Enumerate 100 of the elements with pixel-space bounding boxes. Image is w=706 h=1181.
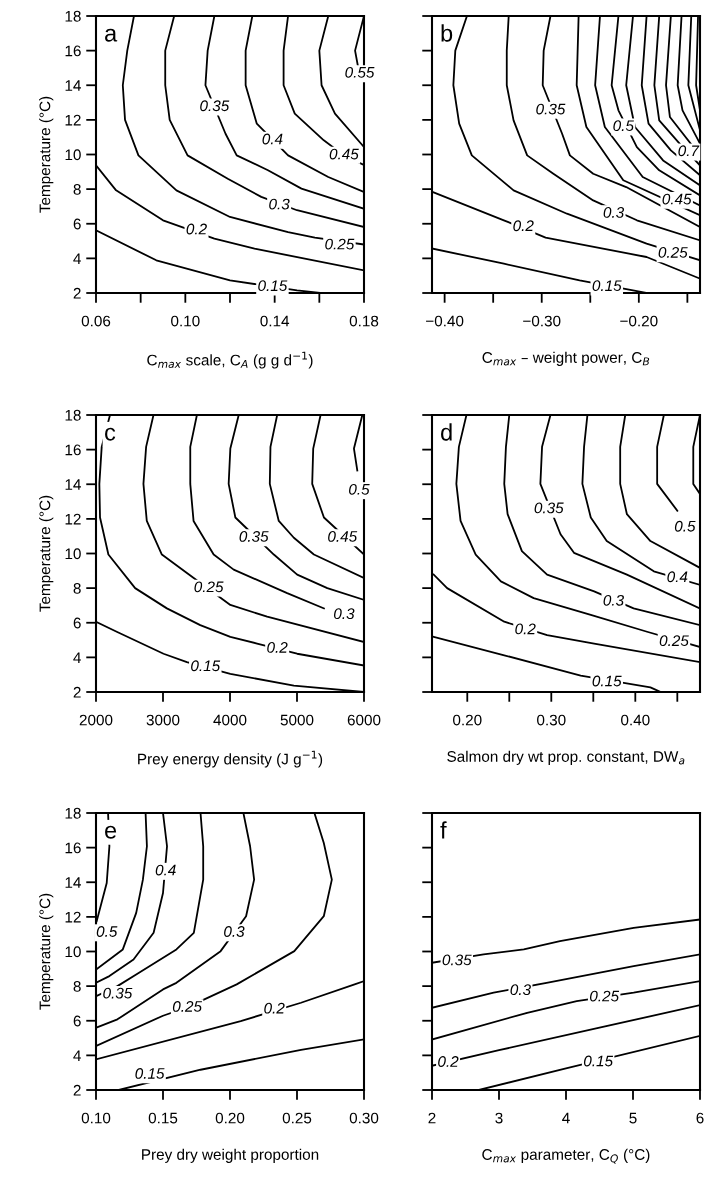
y-tick-label: 14 bbox=[65, 80, 81, 91]
y-tick-label: 12 bbox=[65, 911, 81, 923]
annotation: 0.5 bbox=[96, 926, 118, 937]
annotation: 0.15 bbox=[191, 660, 221, 672]
x-axis-title: C$_{max}$ – weight power, C$_{B}$ bbox=[482, 351, 650, 366]
x-axis-title: Salmon dry wt prop. constant, DW$_{a}$ bbox=[447, 750, 685, 765]
annotation: 0.25 bbox=[589, 990, 620, 1002]
y-tick-label: 12 bbox=[65, 114, 81, 126]
y-tick-label: 16 bbox=[65, 842, 81, 854]
annotation: 0.2 bbox=[264, 1002, 285, 1014]
x-tick-label: 0.30 bbox=[349, 1112, 379, 1124]
annotation: 0.4 bbox=[155, 864, 176, 876]
y-axis-title: Temperature (°C) bbox=[39, 893, 54, 1010]
y-tick-label: 10 bbox=[65, 946, 81, 958]
chart-title: a bbox=[105, 28, 118, 42]
x-tick-label: 0.18 bbox=[349, 315, 379, 327]
x-axis-title: Prey energy density (J g$^{−1}$) bbox=[138, 750, 323, 768]
y-tick-label: 18 bbox=[65, 409, 81, 421]
y-tick-label: 6 bbox=[73, 1015, 81, 1027]
annotation: 0.2 bbox=[438, 1056, 459, 1067]
y-tick-label: 6 bbox=[73, 218, 81, 230]
annotation: 0.2 bbox=[186, 223, 207, 235]
annotation: 0.15 bbox=[135, 1068, 165, 1079]
x-tick-label: 0.30 bbox=[537, 714, 566, 726]
x-tick-label: 2 bbox=[428, 1112, 436, 1124]
annotation: 0.45 bbox=[328, 531, 358, 542]
annotation: 0.15 bbox=[592, 675, 622, 687]
y-axis-title: Temperature (°C) bbox=[39, 495, 54, 612]
y-tick-label: 16 bbox=[65, 444, 81, 456]
x-tick-label: 4 bbox=[562, 1112, 570, 1124]
chart-title: c bbox=[105, 427, 116, 441]
annotation: 0.35 bbox=[200, 100, 230, 112]
annotation: 0.25 bbox=[194, 581, 224, 593]
annotation: 0.15 bbox=[258, 280, 288, 292]
x-tick-label: 2000 bbox=[79, 714, 113, 726]
x-tick-label: 3 bbox=[495, 1112, 503, 1124]
annotation: 0.25 bbox=[658, 246, 688, 258]
x-tick-label: −0.30 bbox=[523, 315, 561, 327]
y-tick-label: 14 bbox=[65, 479, 81, 490]
annotation: 0.3 bbox=[334, 608, 355, 620]
x-tick-label: −0.20 bbox=[620, 315, 658, 327]
annotation: 0.3 bbox=[510, 984, 531, 996]
annotation: 0.5 bbox=[674, 520, 696, 532]
y-tick-label: 4 bbox=[73, 253, 81, 264]
x-axis-title: Prey dry weight proportion bbox=[142, 1148, 319, 1163]
annotation: 0.4 bbox=[262, 133, 283, 145]
y-tick-label: 8 bbox=[73, 980, 81, 992]
x-tick-label: 0.20 bbox=[453, 714, 482, 726]
y-tick-label: 18 bbox=[65, 10, 81, 22]
annotation: 0.2 bbox=[513, 220, 534, 232]
x-tick-label: 0.20 bbox=[215, 1112, 245, 1124]
y-tick-label: 18 bbox=[65, 807, 81, 819]
y-tick-label: 10 bbox=[65, 548, 81, 560]
annotation: 0.35 bbox=[534, 502, 564, 514]
annotation: 0.2 bbox=[515, 623, 536, 635]
x-tick-label: 3000 bbox=[146, 714, 180, 726]
annotation: 0.25 bbox=[659, 635, 689, 647]
y-tick-label: 2 bbox=[73, 287, 81, 299]
annotation: 0.35 bbox=[536, 103, 566, 115]
y-tick-label: 8 bbox=[73, 183, 81, 195]
annotation: 0.35 bbox=[442, 954, 472, 966]
y-tick-label: 14 bbox=[65, 877, 81, 888]
annotation: 0.4 bbox=[667, 571, 688, 583]
y-tick-label: 10 bbox=[65, 149, 81, 161]
x-tick-label: 0.15 bbox=[148, 1112, 178, 1124]
x-tick-label: 4000 bbox=[213, 714, 247, 726]
x-tick-label: 0.14 bbox=[260, 315, 290, 327]
chart-title: b bbox=[441, 24, 453, 42]
chart-title: f bbox=[440, 821, 447, 839]
x-tick-label: 6 bbox=[696, 1112, 704, 1124]
annotation: 0.35 bbox=[103, 987, 133, 999]
annotation: 0.5 bbox=[349, 483, 370, 495]
y-tick-label: 2 bbox=[73, 1084, 81, 1096]
y-tick-label: 4 bbox=[73, 652, 81, 663]
annotation: 0.15 bbox=[583, 1055, 614, 1067]
y-tick-label: 8 bbox=[73, 582, 81, 594]
y-tick-label: 16 bbox=[65, 45, 81, 57]
annotation: 0.5 bbox=[613, 120, 634, 132]
y-tick-label: 12 bbox=[65, 513, 81, 525]
annotation: 0.3 bbox=[269, 198, 290, 210]
x-tick-label: −0.40 bbox=[426, 315, 464, 327]
annotation: 0.3 bbox=[224, 926, 245, 937]
x-tick-label: 0.10 bbox=[171, 315, 200, 327]
x-tick-label: 0.40 bbox=[621, 714, 650, 726]
chart-title: e bbox=[105, 825, 117, 839]
x-tick-label: 0.06 bbox=[81, 315, 111, 327]
annotation: 0.7 bbox=[678, 145, 700, 157]
y-axis-title: Temperature (°C) bbox=[39, 96, 54, 213]
annotation: 0.15 bbox=[592, 280, 622, 292]
x-axis-title: C$_{max}$ parameter, C$_{Q}$ (°C) bbox=[482, 1148, 650, 1164]
y-tick-label: 2 bbox=[73, 686, 81, 698]
annotation: 0.45 bbox=[662, 193, 692, 205]
x-tick-label: 6000 bbox=[347, 714, 381, 726]
x-tick-label: 5000 bbox=[280, 714, 314, 726]
annotation: 0.2 bbox=[267, 642, 288, 653]
x-axis-title: C$_{max}$ scale, C$_{A}$ (g g d$^{−1}$) bbox=[147, 351, 313, 369]
x-tick-label: 0.25 bbox=[282, 1112, 312, 1124]
x-tick-label: 5 bbox=[629, 1112, 637, 1124]
chart-title: d bbox=[441, 423, 452, 441]
annotation: 0.3 bbox=[603, 206, 625, 218]
